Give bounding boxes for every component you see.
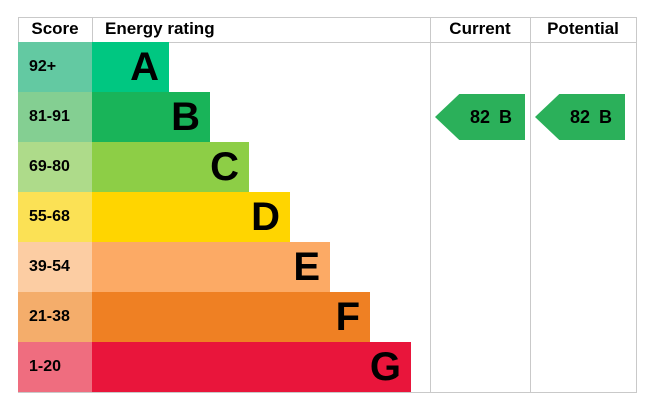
header-bottom-border: [18, 42, 637, 43]
rating-bar-c: C: [92, 142, 249, 192]
score-rating-divider: [92, 17, 93, 42]
score-range: 81-91: [18, 92, 92, 142]
rating-bar-b: B: [92, 92, 210, 142]
rating-letter: E: [293, 245, 320, 289]
rating-letter: B: [171, 95, 200, 139]
rating-letter: C: [210, 145, 239, 189]
rating-current-divider: [430, 17, 431, 393]
rating-bar-g: G: [92, 342, 411, 392]
score-range: 21-38: [18, 292, 92, 342]
potential-band-letter: B: [599, 106, 613, 127]
score-range: 55-68: [18, 192, 92, 242]
current-score-value: 82: [469, 106, 491, 127]
energy-rating-header: Energy rating: [105, 19, 215, 38]
current-potential-divider: [530, 17, 531, 393]
potential-rating-arrow: 82 B: [535, 94, 625, 140]
table-top-border: [18, 17, 637, 18]
score-range: 1-20: [18, 342, 92, 392]
table-right-border: [636, 17, 637, 393]
rating-letter: G: [369, 345, 401, 389]
table-bottom-border: [18, 392, 637, 393]
rating-row-e: 39-54 E: [18, 242, 330, 292]
score-range: 92+: [18, 42, 92, 92]
rating-row-f: 21-38 F: [18, 292, 370, 342]
rating-row-g: 1-20 G: [18, 342, 411, 392]
rating-bar-a: A: [92, 42, 169, 92]
rating-letter: A: [130, 45, 159, 89]
score-range: 39-54: [18, 242, 92, 292]
rating-bar-f: F: [92, 292, 370, 342]
potential-header: Potential: [547, 19, 619, 38]
current-header: Current: [449, 19, 511, 38]
current-band-letter: B: [499, 106, 513, 127]
rating-letter: F: [335, 295, 360, 339]
rating-letter: D: [251, 195, 280, 239]
header-left-border: [18, 17, 19, 42]
score-range: 69-80: [18, 142, 92, 192]
score-header: Score: [31, 19, 79, 38]
rating-bar-e: E: [92, 242, 330, 292]
rating-row-d: 55-68 D: [18, 192, 290, 242]
potential-score-value: 82: [569, 106, 591, 127]
rating-row-c: 69-80 C: [18, 142, 249, 192]
rating-row-b: 81-91 B: [18, 92, 210, 142]
current-rating-arrow: 82 B: [435, 94, 525, 140]
rating-row-a: 92+ A: [18, 42, 169, 92]
rating-bar-d: D: [92, 192, 290, 242]
